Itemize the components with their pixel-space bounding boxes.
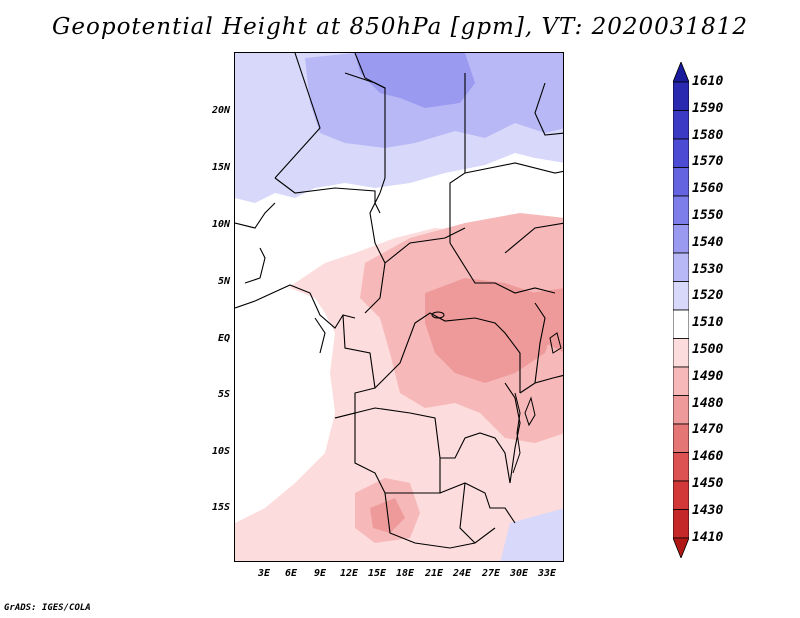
colorbar-swatch — [673, 167, 689, 197]
colorbar-level-label: 1610 — [692, 74, 724, 89]
field-1520-se — [500, 508, 563, 561]
lat-label-20n: 20N — [211, 105, 230, 116]
colorbar-level-label: 1480 — [692, 395, 724, 411]
colorbar-level-label: 1490 — [692, 368, 724, 384]
lat-label-eq: EQ — [217, 333, 230, 344]
colorbar-arrow-bottom — [673, 537, 689, 558]
field-1480 — [425, 278, 555, 383]
colorbar-level-label: 1580 — [692, 127, 724, 143]
colorbar-swatch — [673, 423, 689, 453]
lon-label-6e: 6E — [284, 568, 298, 579]
map-panel — [234, 52, 564, 562]
colorbar-swatch — [673, 366, 689, 396]
lon-label-3e: 3E — [257, 568, 271, 579]
lon-label-18e: 18E — [395, 568, 415, 579]
lat-label-5s: 5S — [217, 389, 230, 400]
lat-label-10s: 10S — [211, 446, 230, 457]
colorbar-level-label: 1470 — [692, 422, 724, 438]
lon-label-21e: 21E — [424, 568, 444, 579]
lon-label-27e: 27E — [481, 568, 501, 579]
colorbar-swatch — [673, 195, 689, 225]
lat-label-5n: 5N — [217, 276, 230, 287]
lat-label-15n: 15N — [211, 162, 230, 173]
colorbar-level-label: 1590 — [692, 100, 724, 116]
lake-outlines — [431, 311, 562, 474]
colorbar-arrow-top — [673, 62, 689, 83]
colorbar-level-label: 1570 — [692, 154, 724, 170]
colorbar-swatch — [673, 138, 689, 168]
colorbar-swatch — [673, 395, 689, 425]
chart-title: Geopotential Height at 850hPa [gpm], VT:… — [52, 14, 748, 40]
height-field-map — [235, 53, 563, 561]
lon-label-9e: 9E — [313, 568, 327, 579]
lon-label-33e: 33E — [537, 568, 557, 579]
lon-label-30e: 30E — [509, 568, 529, 579]
colorbar-level-label: 1520 — [692, 288, 724, 304]
colorbar-level-label: 1510 — [692, 315, 724, 331]
colorbar-level-label: 1460 — [692, 449, 724, 465]
colorbar-swatch — [673, 509, 689, 539]
field-1480-east — [530, 288, 563, 352]
colorbar-swatch — [673, 110, 689, 140]
lat-label-10n: 10N — [211, 219, 230, 230]
lon-label-15e: 15E — [367, 568, 387, 579]
colorbar-swatch — [673, 338, 689, 368]
lat-label-15s: 15S — [211, 502, 230, 513]
lon-label-24e: 24E — [452, 568, 472, 579]
colorbar-swatch — [673, 281, 689, 311]
colorbar-swatch — [673, 452, 689, 482]
field-ocean — [235, 288, 335, 523]
colorbar-swatch — [673, 309, 689, 339]
colorbar-level-label: 1410 — [692, 529, 724, 545]
lon-label-12e: 12E — [339, 568, 359, 579]
colorbar-level-label: 1560 — [692, 181, 724, 197]
colorbar — [673, 62, 689, 558]
colorbar-swatch — [673, 252, 689, 282]
colorbar-level-label: 1530 — [692, 261, 724, 277]
colorbar-swatch — [673, 480, 689, 510]
colorbar-swatch — [673, 224, 689, 254]
credit-text: GrADS: IGES/COLA — [4, 603, 91, 613]
country-borders — [235, 53, 563, 549]
colorbar-swatch — [673, 81, 689, 111]
colorbar-level-label: 1550 — [692, 208, 724, 224]
colorbar-level-label: 1500 — [692, 342, 724, 358]
colorbar-level-label: 1540 — [692, 234, 724, 250]
colorbar-level-label: 1450 — [692, 476, 724, 492]
colorbar-level-label: 1430 — [692, 502, 724, 518]
